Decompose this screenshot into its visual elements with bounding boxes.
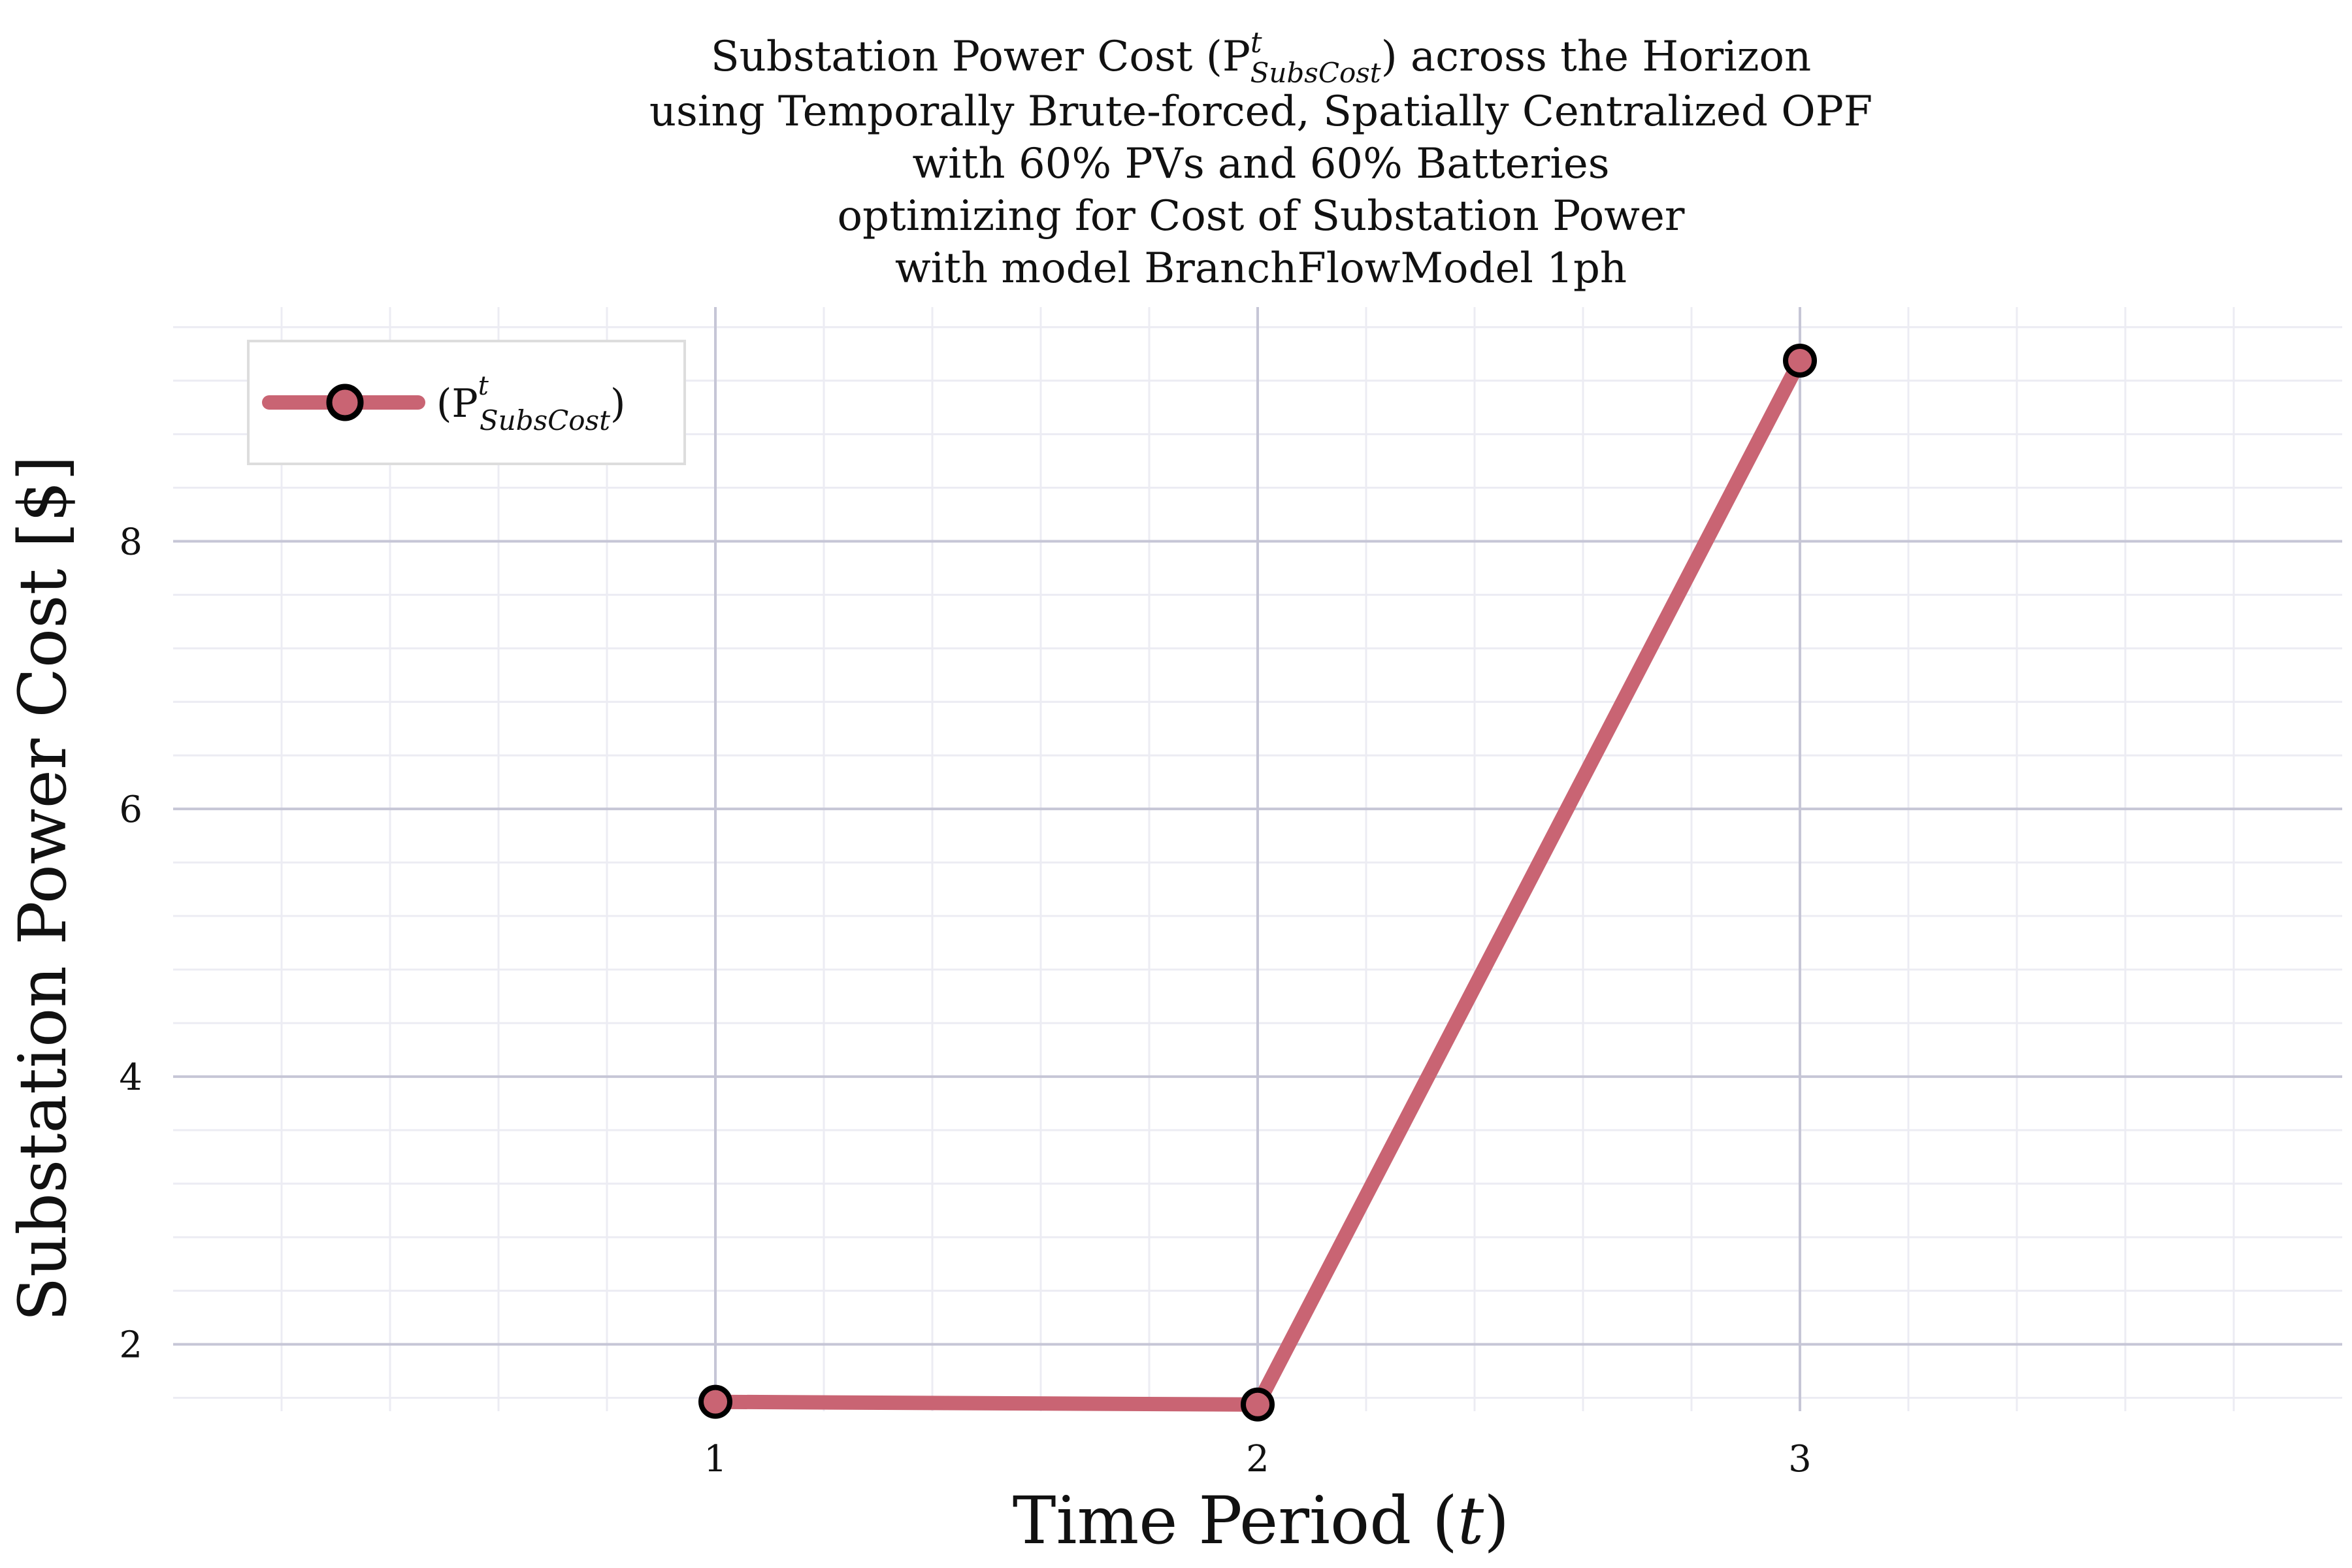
y-tick-label: 4 — [119, 1056, 142, 1099]
legend-label: (Pt SubsCost) — [436, 371, 625, 436]
y-axis-label: Substation Power Cost [$] — [5, 455, 81, 1322]
x-tick-labels: 1 2 3 — [704, 1438, 1812, 1480]
y-tick-label: 8 — [119, 521, 142, 563]
title-line-1: Substation Power Cost (Pt SubsCost) acros… — [711, 26, 1811, 89]
x-tick-label: 2 — [1246, 1438, 1269, 1480]
x-axis-label-var: t — [1458, 1482, 1484, 1559]
title-line-2: using Temporally Brute-forced, Spatially… — [649, 88, 1872, 136]
legend-label-tail: ) — [610, 381, 625, 427]
title-symbol-sup: t — [1250, 26, 1262, 59]
title-line-5: with model BranchFlowModel 1ph — [895, 244, 1627, 293]
legend-label-sup: t — [478, 371, 489, 401]
title-symbol-sub: SubsCost — [1250, 57, 1381, 89]
data-point-marker — [698, 1384, 732, 1419]
title-line-1-tail: ) across the Horizon — [1381, 33, 1812, 81]
x-axis-label: Time Period (t) — [1013, 1482, 1509, 1559]
legend-label-head: (P — [436, 381, 478, 427]
title-line-4: optimizing for Cost of Substation Power — [838, 192, 1685, 240]
series-layer — [698, 343, 1817, 1422]
x-tick-label: 3 — [1788, 1438, 1812, 1480]
legend: (Pt SubsCost) — [247, 340, 686, 465]
title-line-1-text: Substation Power Cost (P — [711, 33, 1250, 81]
major-grid — [173, 307, 2342, 1411]
data-point-marker — [1783, 343, 1817, 378]
x-axis-label-prefix: Time Period ( — [1013, 1482, 1458, 1559]
y-tick-label: 2 — [119, 1324, 142, 1367]
data-point-marker — [1241, 1387, 1275, 1422]
y-tick-labels: 2 4 6 8 — [119, 521, 142, 1366]
legend-marker-swatch — [326, 384, 364, 421]
legend-label-sub: SubsCost — [480, 404, 610, 436]
title-line-3: with 60% PVs and 60% Batteries — [912, 140, 1609, 188]
y-tick-label: 6 — [119, 789, 142, 831]
chart-title: Substation Power Cost (Pt SubsCost) acros… — [649, 26, 1872, 293]
x-axis-label-suffix: ) — [1484, 1482, 1509, 1559]
x-tick-label: 1 — [704, 1438, 727, 1480]
